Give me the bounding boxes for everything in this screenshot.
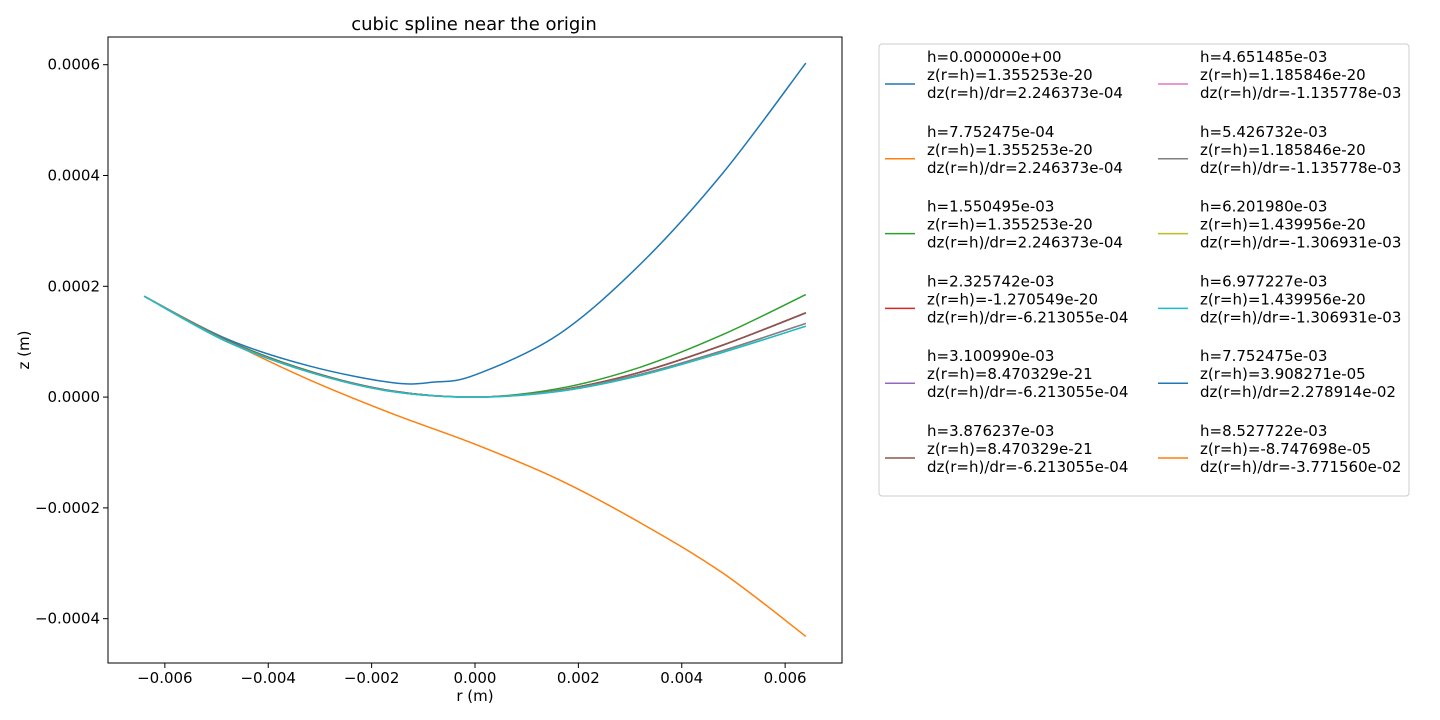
legend-entries: h=0.000000e+00 z(r=h)=1.355253e-20 dz(r=h)… xyxy=(885,48,1401,476)
x-tick-label: 0.006 xyxy=(764,669,807,687)
legend-entry: h=1.550495e-03 z(r=h)=1.355253e-20 dz(r=h)… xyxy=(885,198,1123,252)
legend-label: h=5.426732e-03 z(r=h)=1.185846e-20 dz(r=h)… xyxy=(1200,123,1401,177)
legend-label: h=7.752475e-03 z(r=h)=3.908271e-05 dz(r=h)… xyxy=(1200,347,1396,401)
y-tick-label: −0.0004 xyxy=(35,610,100,628)
chart-title: cubic spline near the origin xyxy=(351,14,597,35)
x-tick-label: 0.004 xyxy=(660,669,703,687)
legend-entry: h=8.527722e-03 z(r=h)=-8.747698e-05 dz(r=h… xyxy=(1158,422,1401,476)
legend-label: h=6.977227e-03 z(r=h)=1.439956e-20 dz(r=h)… xyxy=(1200,272,1401,326)
plot-area: −0.006 −0.004 −0.002 0.000 0.002 0.004 0.006 −… xyxy=(35,36,843,687)
y-tick-label: 0.0000 xyxy=(48,388,101,406)
x-tick-label: −0.004 xyxy=(240,669,296,687)
y-axis-label: z (m) xyxy=(15,331,33,370)
legend: h=0.000000e+00 z(r=h)=1.355253e-20 dz(r=h)… xyxy=(878,43,1410,497)
legend-entry: h=7.752475e-03 z(r=h)=3.908271e-05 dz(r=h)… xyxy=(1158,347,1396,401)
x-tick-label: 0.002 xyxy=(557,669,600,687)
x-tick-label: 0.000 xyxy=(454,669,497,687)
y-tick-label: 0.0002 xyxy=(48,277,101,295)
legend-entry: h=4.651485e-03 z(r=h)=1.185846e-20 dz(r=h)… xyxy=(1158,48,1401,102)
legend-entry: h=6.201980e-03 z(r=h)=1.439956e-20 dz(r=h)… xyxy=(1158,198,1401,252)
legend-label: h=4.651485e-03 z(r=h)=1.185846e-20 dz(r=h)… xyxy=(1200,48,1401,102)
x-tick-label: −0.002 xyxy=(344,669,400,687)
legend-label: h=0.000000e+00 z(r=h)=1.355253e-20 dz(r=h)… xyxy=(927,48,1123,102)
legend-entry: h=5.426732e-03 z(r=h)=1.185846e-20 dz(r=h)… xyxy=(1158,123,1401,177)
legend-label: h=2.325742e-03 z(r=h)=-1.270549e-20 dz(r=h… xyxy=(927,272,1128,326)
legend-entry: h=3.876237e-03 z(r=h)=8.470329e-21 dz(r=h)… xyxy=(885,422,1128,476)
legend-entry: h=6.977227e-03 z(r=h)=1.439956e-20 dz(r=h)… xyxy=(1158,272,1401,326)
legend-label: h=1.550495e-03 z(r=h)=1.355253e-20 dz(r=h)… xyxy=(927,198,1123,252)
x-tick-label: −0.006 xyxy=(137,669,193,687)
series-line-1 xyxy=(143,62,807,385)
legend-label: h=6.201980e-03 z(r=h)=1.439956e-20 dz(r=h)… xyxy=(1200,198,1401,252)
y-tick-label: 0.0004 xyxy=(48,166,101,184)
legend-entry: h=3.100990e-03 z(r=h)=8.470329e-21 dz(r=h)… xyxy=(885,347,1128,401)
legend-entry: h=2.325742e-03 z(r=h)=-1.270549e-20 dz(r=h… xyxy=(885,272,1128,326)
y-tick-label: −0.0002 xyxy=(35,499,100,517)
x-axis-ticks: −0.006 −0.004 −0.002 0.000 0.002 0.004 0.006 xyxy=(137,663,807,687)
x-axis-label: r (m) xyxy=(456,687,493,705)
series-layer xyxy=(143,62,807,638)
series-line-10 xyxy=(143,295,807,398)
legend-label: h=3.876237e-03 z(r=h)=8.470329e-21 dz(r=h)… xyxy=(927,422,1128,476)
y-axis-ticks: −0.0004 −0.0002 0.0000 0.0002 0.0004 0.0006 xyxy=(35,56,108,628)
legend-label: h=7.752475e-04 z(r=h)=1.355253e-20 dz(r=h)… xyxy=(927,123,1123,177)
legend-label: h=8.527722e-03 z(r=h)=-8.747698e-05 dz(r=h… xyxy=(1200,422,1401,476)
legend-entry: h=0.000000e+00 z(r=h)=1.355253e-20 dz(r=h)… xyxy=(885,48,1123,102)
legend-label: h=3.100990e-03 z(r=h)=8.470329e-21 dz(r=h)… xyxy=(927,347,1128,401)
y-tick-label: 0.0006 xyxy=(48,56,101,74)
legend-frame xyxy=(878,43,1410,497)
legend-entry: h=7.752475e-04 z(r=h)=1.355253e-20 dz(r=h)… xyxy=(885,123,1123,177)
